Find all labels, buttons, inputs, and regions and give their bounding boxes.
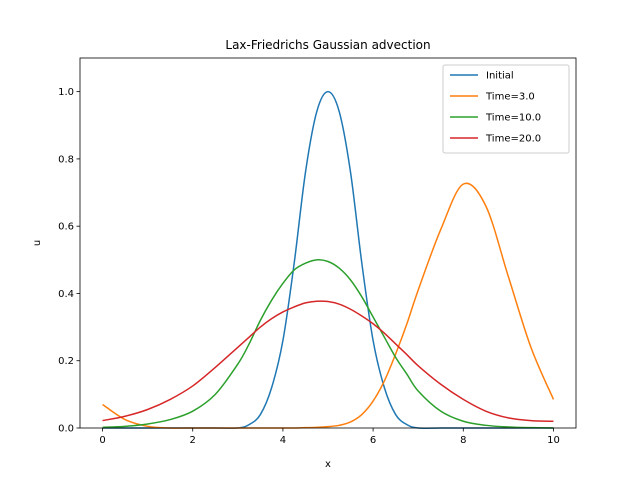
x-axis-label: x	[325, 459, 331, 470]
x-tick-label-5: 10	[547, 435, 560, 446]
axes-frame	[79, 57, 577, 429]
legend: Initial Time=3.0 Time=10.0 Time=20.0	[442, 64, 570, 154]
legend-label-3: Time=20.0	[485, 134, 541, 145]
x-axis: 0 2 4 6 8 10	[99, 428, 560, 446]
legend-entries: Initial Time=3.0 Time=10.0 Time=20.0	[450, 71, 541, 145]
x-tick-label-1: 2	[190, 435, 196, 446]
series-line-3	[102, 300, 554, 423]
x-tick-label-0: 0	[99, 435, 105, 446]
legend-box	[442, 64, 570, 154]
series-line-2	[102, 259, 554, 429]
x-tick-label-2: 4	[280, 435, 286, 446]
legend-label-1: Time=3.0	[485, 92, 535, 103]
y-tick-label-1: 0.2	[58, 356, 74, 367]
y-tick-label-5: 1.0	[58, 87, 74, 98]
legend-label-2: Time=10.0	[485, 113, 541, 124]
y-tick-label-0: 0.0	[58, 424, 74, 435]
y-tick-label-4: 0.8	[58, 154, 74, 165]
y-tick-label-2: 0.4	[58, 289, 74, 300]
y-axis-label: u	[32, 240, 43, 246]
x-tick-label-3: 6	[370, 435, 376, 446]
y-tick-label-3: 0.6	[58, 222, 74, 233]
chart-title: Lax-Friedrichs Gaussian advection	[225, 38, 430, 52]
legend-label-0: Initial	[486, 71, 514, 82]
x-tick-label-4: 8	[460, 435, 466, 446]
y-axis: 0.0 0.2 0.4 0.6 0.8 1.0	[58, 87, 80, 435]
plot-area: 0 2 4 6 8 10 0.0 0.2 0.4 0.6 0.8 1.0	[58, 57, 577, 446]
